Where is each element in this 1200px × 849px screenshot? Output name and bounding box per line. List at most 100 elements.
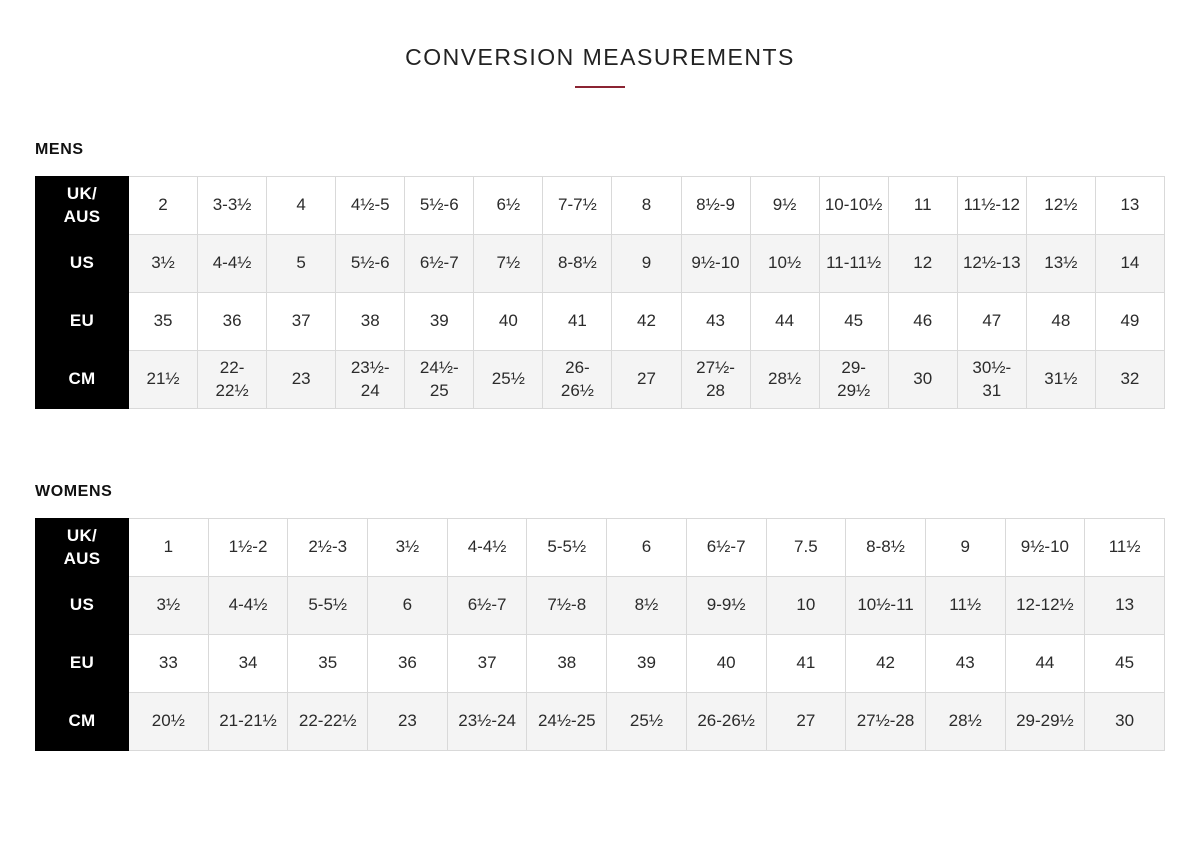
- size-cell: 38: [335, 292, 406, 351]
- size-cell: 32: [1094, 350, 1166, 409]
- size-cell: 35: [127, 292, 199, 351]
- size-cell: 8½-9: [680, 176, 751, 235]
- size-cell: 42: [845, 634, 926, 693]
- size-row-us: US 3½ 4-4½ 5 5½-6 6½-7 7½ 8-8½ 9 9½-10 10½ 11-11½ 12…: [35, 234, 1166, 293]
- size-cell: 8-8½: [542, 234, 613, 293]
- size-cell: 14: [1094, 234, 1166, 293]
- size-cell: 6½: [473, 176, 544, 235]
- row-header-uk-aus: UK/ AUS: [35, 176, 129, 235]
- size-cell: 42: [611, 292, 682, 351]
- size-cell: 30½- 31: [956, 350, 1027, 409]
- size-cell: 3½: [128, 576, 209, 635]
- size-cell: 29-29½: [1004, 692, 1086, 751]
- size-cell: 40: [685, 634, 767, 693]
- row-header-eu: EU: [35, 634, 129, 693]
- size-cell: 27: [765, 692, 847, 751]
- size-cell: 13: [1094, 176, 1166, 235]
- page-title: CONVERSION MEASUREMENTS: [405, 44, 795, 70]
- size-cell: 45: [818, 292, 889, 351]
- row-header-us: US: [35, 234, 129, 293]
- size-cell: 26- 26½: [542, 350, 613, 409]
- size-cell: 49: [1094, 292, 1166, 351]
- size-cell: 7.5: [765, 518, 847, 577]
- row-header-us: US: [35, 576, 129, 635]
- size-cell: 9: [611, 234, 682, 293]
- size-cell: 3½: [367, 518, 448, 577]
- size-cell: 46: [887, 292, 958, 351]
- size-cell: 39: [404, 292, 475, 351]
- size-cell: 47: [956, 292, 1027, 351]
- size-cell: 27½-28: [845, 692, 926, 751]
- size-cell: 28½: [749, 350, 820, 409]
- size-cell: 40: [473, 292, 544, 351]
- size-cell: 20½: [128, 692, 209, 751]
- size-cell: 22-22½: [287, 692, 369, 751]
- size-cell: 5-5½: [526, 518, 608, 577]
- size-cell: 11½: [1084, 518, 1165, 577]
- size-cell: 37: [266, 292, 337, 351]
- mens-size-table: UK/ AUS 2 3-3½ 4 4½-5 5½-6 6½ 7-7½ 8 8½-9 9½ 10-10½…: [35, 176, 1166, 409]
- size-cell: 2½-3: [287, 518, 369, 577]
- size-cell: 30: [1084, 692, 1165, 751]
- size-cell: 31½: [1025, 350, 1096, 409]
- size-row-cm: CM 21½ 22- 22½ 23 23½- 24 24½- 25 25½ 26- 26½ 27…: [35, 350, 1166, 409]
- size-cell: 9: [924, 518, 1006, 577]
- size-cell: 7-7½: [542, 176, 613, 235]
- size-cell: 9½-10: [680, 234, 751, 293]
- womens-size-table-body: UK/ AUS 1 1½-2 2½-3 3½ 4-4½ 5-5½ 6 6½-7 7.5 8-8½ 9 9…: [35, 518, 1165, 751]
- size-cell: 5½-6: [335, 234, 406, 293]
- size-cell: 2: [127, 176, 199, 235]
- size-cell: 38: [526, 634, 608, 693]
- size-cell: 35: [287, 634, 369, 693]
- section-label-womens: WOMENS: [35, 483, 113, 500]
- size-cell: 6: [367, 576, 448, 635]
- size-cell: 29- 29½: [818, 350, 889, 409]
- size-cell: 4: [266, 176, 337, 235]
- size-cell: 1: [128, 518, 209, 577]
- size-cell: 41: [542, 292, 613, 351]
- size-cell: 24½-25: [526, 692, 608, 751]
- size-cell: 6½-7: [446, 576, 528, 635]
- row-header-cm: CM: [35, 692, 129, 751]
- size-cell: 6½-7: [404, 234, 475, 293]
- size-cell: 28½: [924, 692, 1006, 751]
- size-cell: 6: [606, 518, 687, 577]
- size-cell: 12-12½: [1004, 576, 1086, 635]
- size-cell: 9-9½: [685, 576, 767, 635]
- size-cell: 1½-2: [207, 518, 289, 577]
- size-cell: 5: [266, 234, 337, 293]
- size-cell: 25½: [606, 692, 687, 751]
- size-cell: 6½-7: [685, 518, 767, 577]
- size-cell: 23½-24: [446, 692, 528, 751]
- size-cell: 11½: [924, 576, 1006, 635]
- size-cell: 30: [887, 350, 958, 409]
- size-cell: 9½: [749, 176, 820, 235]
- size-cell: 11½-12: [956, 176, 1027, 235]
- size-cell: 27: [611, 350, 682, 409]
- conversion-measurements-page: CONVERSION MEASUREMENTS MENS UK/ AUS 2 3-3…: [0, 44, 1200, 751]
- size-cell: 36: [197, 292, 268, 351]
- size-cell: 21-21½: [207, 692, 289, 751]
- size-cell: 36: [367, 634, 448, 693]
- size-cell: 34: [207, 634, 289, 693]
- row-header-eu: EU: [35, 292, 129, 351]
- section-label-mens: MENS: [35, 141, 84, 158]
- size-row-uk-aus: UK/ AUS 2 3-3½ 4 4½-5 5½-6 6½ 7-7½ 8 8½-9 9½ 10-10½…: [35, 176, 1166, 235]
- size-cell: 11: [887, 176, 958, 235]
- size-cell: 10½-11: [845, 576, 926, 635]
- size-cell: 21½: [127, 350, 199, 409]
- size-cell: 23½- 24: [335, 350, 406, 409]
- size-cell: 48: [1025, 292, 1096, 351]
- size-cell: 7½: [473, 234, 544, 293]
- size-cell: 24½- 25: [404, 350, 475, 409]
- size-cell: 9½-10: [1004, 518, 1086, 577]
- size-cell: 33: [128, 634, 209, 693]
- size-cell: 13: [1084, 576, 1165, 635]
- size-cell: 43: [924, 634, 1006, 693]
- size-cell: 37: [446, 634, 528, 693]
- size-cell: 10½: [749, 234, 820, 293]
- size-cell: 26-26½: [685, 692, 767, 751]
- size-row-eu: EU 35 36 37 38 39 40 41 42 43 44 45 46 47 48 49: [35, 292, 1166, 351]
- size-cell: 3½: [127, 234, 199, 293]
- row-header-uk-aus: UK/ AUS: [35, 518, 129, 577]
